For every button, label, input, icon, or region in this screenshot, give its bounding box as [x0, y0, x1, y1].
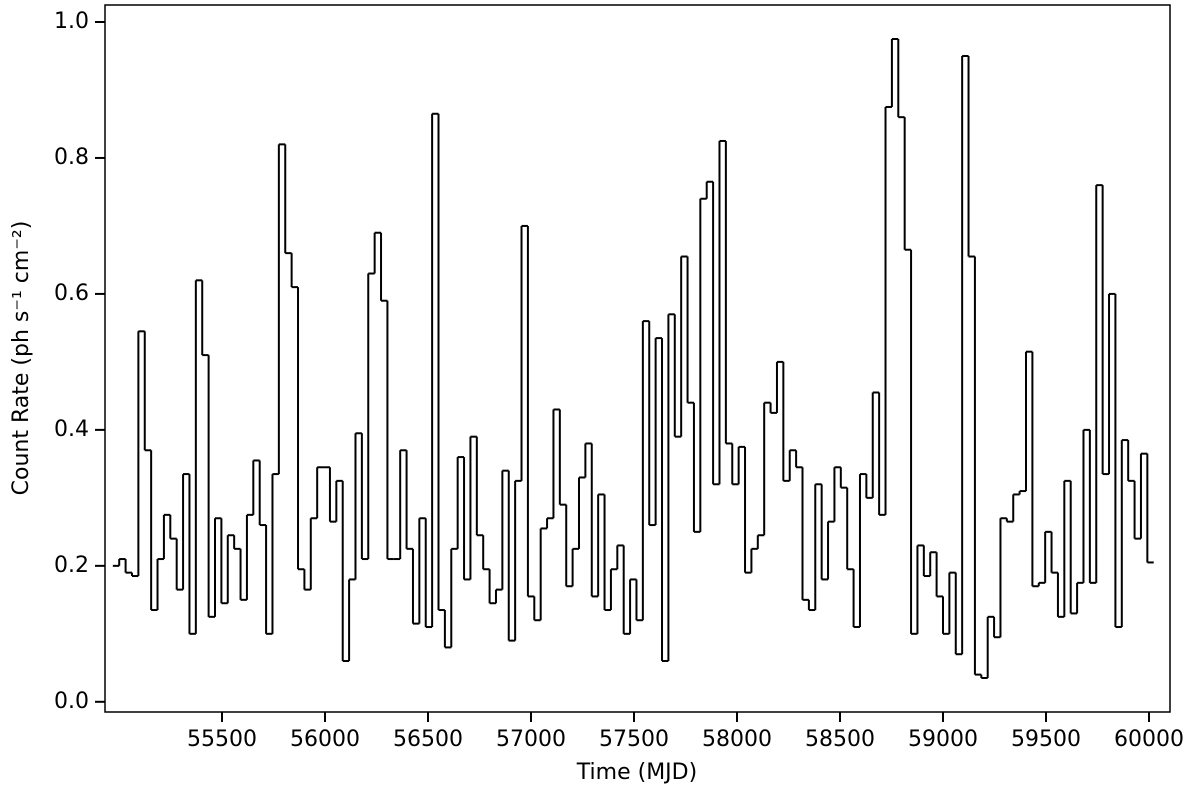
x-tick-label: 58000	[702, 727, 772, 752]
y-tick-label: 0.2	[54, 553, 89, 578]
x-tick-label: 59500	[1011, 727, 1081, 752]
y-tick-label: 0.6	[54, 281, 89, 306]
y-axis-label: Count Rate (ph s⁻¹ cm⁻²)	[9, 221, 34, 496]
x-tick-label: 57500	[599, 727, 669, 752]
x-tick-label: 60000	[1114, 727, 1184, 752]
x-tick-label: 56000	[290, 727, 360, 752]
x-tick-label: 57000	[496, 727, 566, 752]
y-tick-label: 1.0	[54, 9, 89, 34]
x-axis-label: Time (MJD)	[576, 760, 697, 785]
plot-frame	[104, 4, 1171, 713]
y-tick-label: 0.0	[54, 689, 89, 714]
x-tick-label: 58500	[805, 727, 875, 752]
x-tick-label: 56500	[393, 727, 463, 752]
x-tick-label: 59000	[908, 727, 978, 752]
y-tick-label: 0.4	[54, 417, 89, 442]
y-tick-label: 0.8	[54, 145, 89, 170]
x-tick-label: 55500	[187, 727, 257, 752]
